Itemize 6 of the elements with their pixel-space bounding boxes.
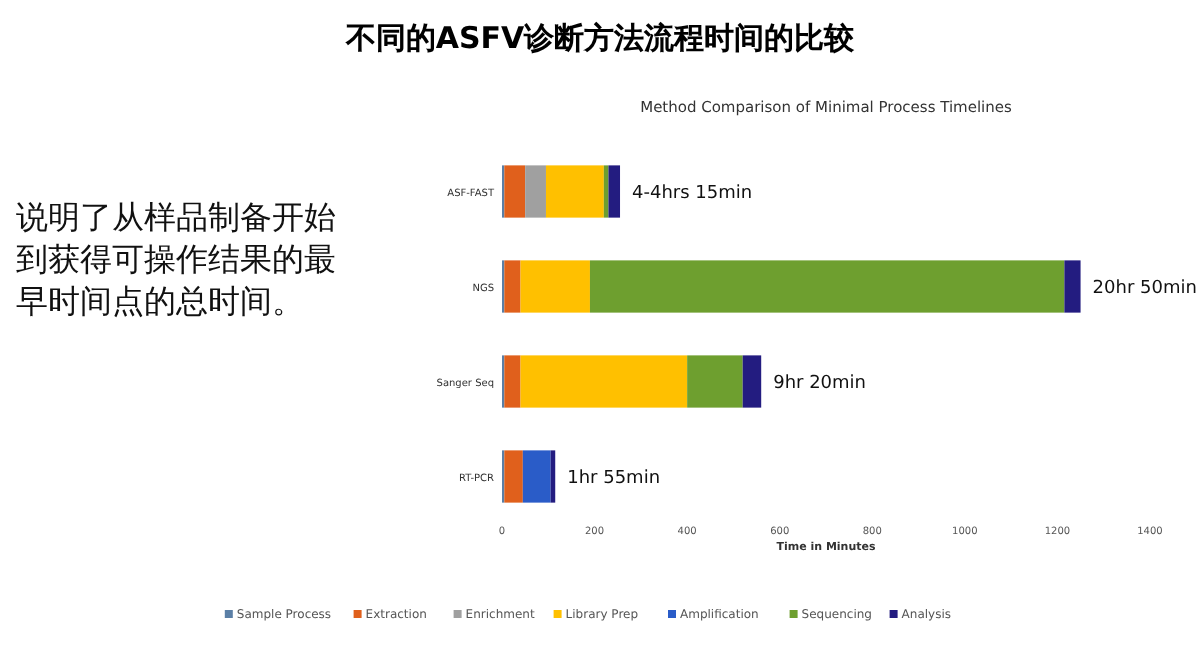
annotation: 9hr 20min xyxy=(773,373,867,394)
chart-title: 不同的ASFV诊断方法流程时间的比较 xyxy=(343,20,857,56)
annotation: 20hr 50min xyxy=(1092,278,1197,299)
annotation: 4-4hrs 15min xyxy=(632,183,753,204)
annotation: 1hr 55min xyxy=(567,468,661,489)
text: 说明了从样品制备开始到获得可操作结果的最早时间点的总时间。 xyxy=(16,196,338,322)
